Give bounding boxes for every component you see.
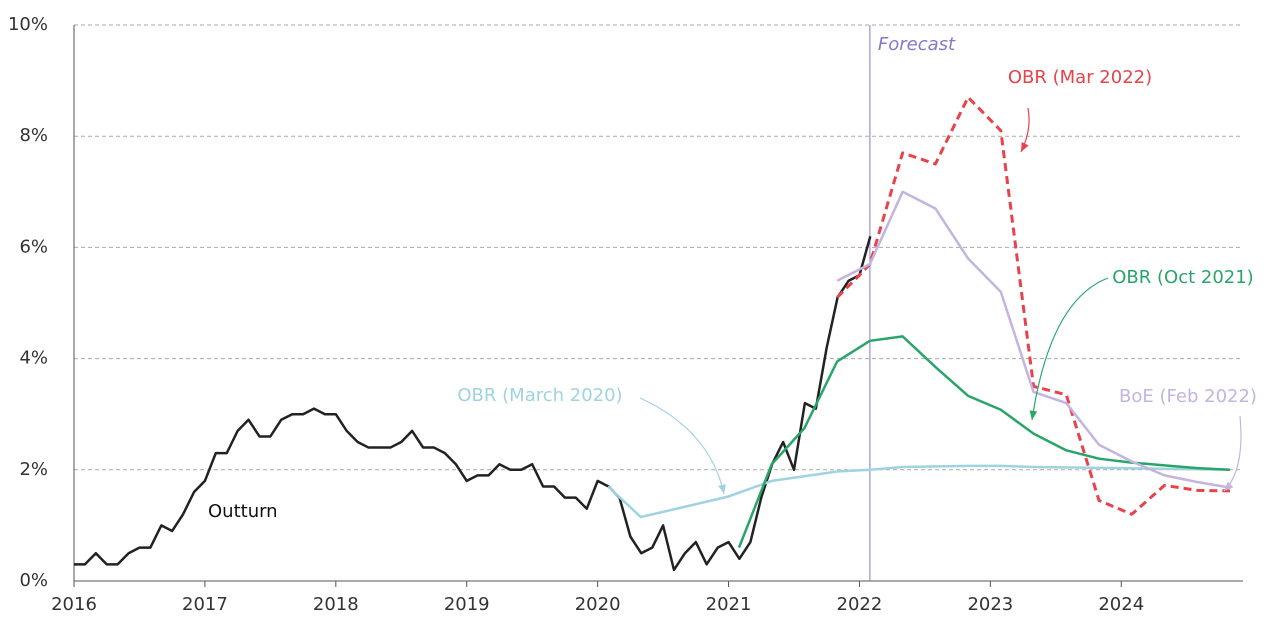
y-tick-label: 2% [19,459,48,480]
arrow-head [1224,481,1234,491]
arrow-head [1029,410,1038,420]
x-tick-label: 2017 [182,594,228,615]
series-label: OBR (March 2020) [457,385,622,406]
x-tick-label: 2023 [967,594,1013,615]
series-line [607,464,1230,519]
arrow [1031,277,1109,421]
y-tick-label: 8% [19,125,48,146]
x-tick-label: 2018 [313,594,359,615]
arrow [1223,415,1242,492]
series-line [836,95,1230,516]
x-tick-label: 2022 [837,594,883,615]
arrow-head [718,484,726,494]
series-line [836,190,1231,489]
arrow-head [1021,142,1029,152]
y-tick-label: 0% [19,570,48,591]
y-tick-label: 4% [19,348,48,369]
x-tick-label: 2019 [444,594,490,615]
series-line [74,235,872,572]
y-tick-label: 10% [8,14,48,35]
forecast-label: Forecast [878,34,956,55]
x-tick-label: 2024 [1098,594,1144,615]
series-line [737,335,1230,549]
x-tick-label: 2020 [575,594,621,615]
x-tick-label: 2016 [51,594,97,615]
series-label: Outturn [208,501,278,522]
series-label: OBR (Oct 2021) [1112,267,1253,288]
x-tick-label: 2021 [706,594,752,615]
arrow [639,397,725,495]
y-tick-label: 6% [19,236,48,257]
series-label: BoE (Feb 2022) [1119,386,1257,407]
series-label: OBR (Mar 2022) [1008,67,1152,88]
